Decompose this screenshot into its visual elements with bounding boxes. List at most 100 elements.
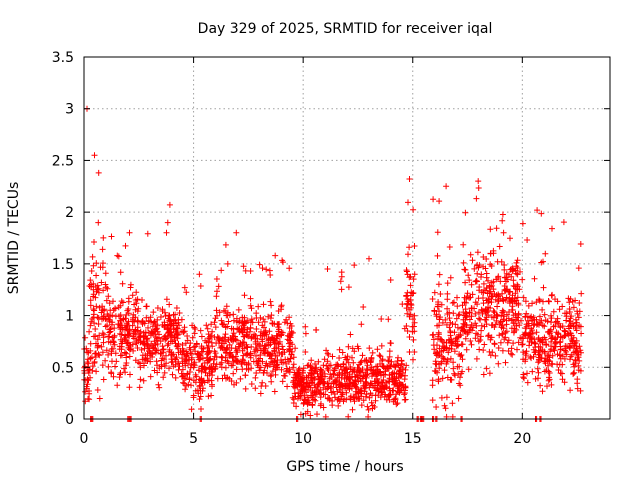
data-point — [524, 370, 530, 377]
data-point — [175, 345, 182, 352]
data-point — [216, 309, 223, 316]
data-point — [525, 320, 532, 327]
data-point — [233, 315, 240, 322]
data-point — [563, 317, 570, 324]
data-point — [501, 262, 508, 268]
data-point — [520, 294, 527, 301]
data-point — [284, 320, 291, 327]
data-point — [99, 349, 106, 356]
data-point — [460, 259, 467, 266]
data-point — [235, 343, 242, 350]
data-point — [118, 298, 125, 305]
data-point — [93, 272, 100, 279]
data-point — [541, 350, 548, 356]
data-point — [367, 380, 374, 387]
data-point — [337, 278, 344, 285]
x-tick-label: 10 — [294, 431, 312, 447]
data-point — [468, 313, 475, 320]
data-point — [100, 307, 107, 314]
data-point — [453, 315, 460, 322]
data-point — [466, 316, 473, 323]
data-point — [183, 353, 190, 360]
data-point — [461, 328, 468, 334]
data-point — [278, 357, 284, 364]
data-point — [269, 359, 276, 366]
data-point — [577, 323, 584, 330]
data-point — [120, 299, 126, 306]
data-point — [553, 329, 560, 336]
data-point — [539, 306, 546, 313]
data-point — [560, 219, 567, 226]
data-point — [253, 358, 260, 365]
data-point — [219, 344, 226, 351]
data-point — [125, 344, 132, 351]
data-point — [379, 356, 386, 363]
data-point — [164, 219, 171, 226]
data-point — [539, 388, 546, 395]
data-point — [530, 353, 537, 360]
data-point — [533, 299, 540, 306]
data-point — [221, 334, 228, 341]
data-point — [300, 383, 307, 390]
data-point — [175, 360, 182, 367]
data-point — [313, 327, 319, 333]
data-point — [304, 408, 311, 415]
data-point — [458, 341, 465, 348]
data-point — [214, 333, 221, 340]
data-point — [121, 336, 128, 343]
data-point — [450, 359, 457, 366]
data-point — [173, 343, 180, 349]
data-point — [102, 323, 109, 330]
data-point — [126, 332, 133, 339]
data-point — [343, 389, 350, 396]
data-point — [482, 316, 488, 323]
data-point — [548, 312, 554, 319]
data-point — [499, 330, 506, 337]
data-point — [572, 357, 579, 364]
data-point — [345, 284, 352, 291]
data-point — [467, 251, 474, 258]
data-point — [562, 348, 569, 355]
data-point — [87, 277, 94, 284]
data-point — [431, 289, 438, 296]
data-point — [465, 366, 472, 373]
data-point — [455, 312, 462, 319]
data-point — [198, 406, 204, 412]
data-point — [527, 314, 533, 321]
data-point — [474, 249, 481, 256]
data-point — [508, 345, 515, 352]
data-point — [90, 262, 97, 269]
data-point — [351, 382, 358, 389]
data-point — [82, 388, 89, 395]
data-point — [360, 397, 367, 404]
data-point — [520, 356, 527, 363]
data-point — [385, 392, 392, 399]
data-point — [134, 296, 141, 303]
data-point — [242, 372, 249, 379]
data-point — [389, 387, 396, 394]
data-point — [167, 334, 174, 341]
data-point — [176, 363, 183, 370]
data-point — [184, 337, 191, 344]
data-point — [230, 370, 237, 377]
data-point — [404, 310, 411, 317]
data-point — [575, 362, 582, 369]
data-point — [126, 326, 133, 333]
data-point — [454, 294, 460, 301]
data-point — [173, 327, 180, 333]
data-point — [294, 369, 301, 376]
data-point — [531, 339, 538, 346]
data-point — [499, 217, 506, 224]
data-point — [248, 343, 255, 350]
data-point — [463, 346, 470, 353]
data-point — [268, 302, 275, 309]
data-point — [487, 250, 494, 257]
data-point — [554, 351, 561, 358]
data-point — [291, 381, 298, 388]
data-point — [340, 360, 347, 367]
data-point — [561, 355, 568, 362]
data-point — [377, 361, 383, 367]
data-point — [169, 371, 176, 378]
data-point — [118, 343, 125, 350]
